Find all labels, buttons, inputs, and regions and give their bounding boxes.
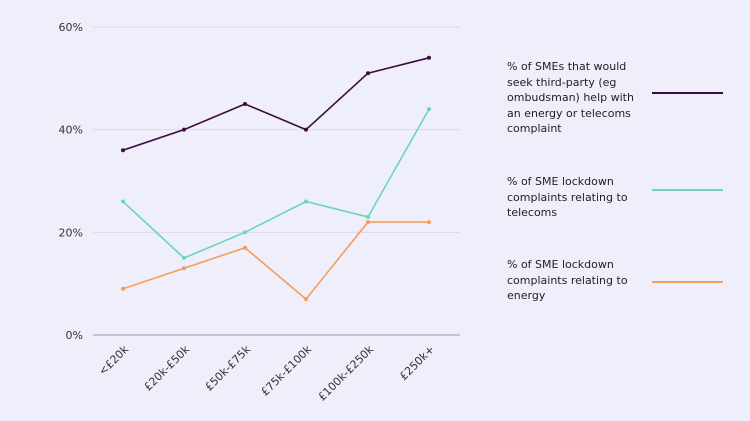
data-point [304, 127, 308, 132]
data-point [182, 266, 186, 271]
data-point [243, 102, 247, 106]
data-point [121, 148, 125, 153]
x-tick-label: £100k-£250k [316, 342, 377, 403]
legend-label-energy: % of SME lockdown complaints relating to… [507, 258, 628, 302]
data-point [121, 286, 125, 291]
data-point [366, 220, 370, 225]
x-tick-label: £75k-£100k [258, 342, 314, 398]
data-point [182, 127, 186, 132]
data-point [304, 297, 308, 302]
y-tick-label: 20% [59, 226, 83, 239]
series-line-1 [122, 108, 430, 259]
data-point [304, 199, 308, 204]
data-point [243, 245, 247, 250]
y-tick-label: 60% [59, 21, 83, 34]
data-point [121, 199, 125, 204]
legend-label-third-party: % of SMEs that would seek third-party (e… [507, 60, 634, 135]
y-tick-label: 40% [59, 124, 83, 137]
data-point [366, 214, 370, 219]
data-point [182, 256, 186, 260]
x-tick-label: £50k-£75k [202, 342, 253, 393]
data-point [427, 107, 431, 112]
legend-swatch-third-party [652, 92, 723, 94]
legend-swatch-energy [652, 281, 723, 283]
data-point [243, 230, 247, 235]
x-tick-label: £250k+ [397, 343, 437, 383]
data-point [427, 220, 431, 225]
series-line-0 [122, 57, 430, 151]
y-tick-label: 0% [66, 329, 83, 342]
data-point [427, 55, 431, 60]
series-line-2 [122, 221, 429, 301]
legend-swatch-telecoms [652, 189, 723, 191]
x-tick-label: £20k-£50k [141, 342, 192, 393]
legend-label-telecoms: % of SME lockdown complaints relating to… [507, 175, 628, 219]
x-tick-label: <£20k [96, 342, 132, 378]
data-point [366, 71, 370, 76]
